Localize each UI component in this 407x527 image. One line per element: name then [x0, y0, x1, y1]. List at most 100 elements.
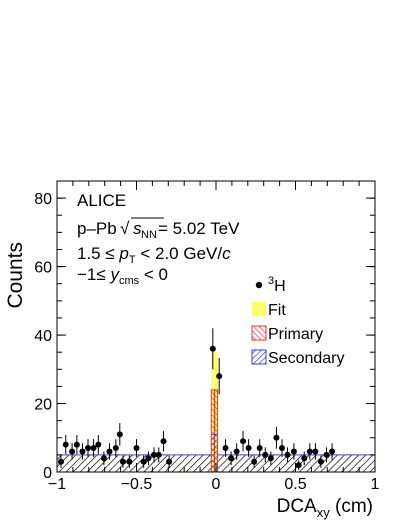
- data-point: [290, 448, 297, 455]
- data-point: [306, 448, 313, 455]
- legend-entry-secondary: Secondary: [251, 349, 345, 367]
- total-bar: [208, 454, 212, 472]
- system-energy-label: p–Pb √ s NN = 5.02 TeV: [77, 217, 240, 241]
- data-point: [100, 455, 107, 462]
- data-point: [69, 448, 76, 455]
- total-bar: [263, 454, 272, 472]
- total-bar: [80, 454, 89, 472]
- total-bar: [367, 454, 375, 472]
- total-bar: [128, 454, 137, 472]
- sqrt-symbol: √: [120, 219, 130, 238]
- total-bar: [200, 454, 209, 472]
- data-point: [166, 458, 173, 465]
- legend-entry-fit: Fit: [252, 302, 286, 319]
- data-point: [57, 458, 64, 465]
- data-point: [312, 448, 319, 455]
- rapidity-range-label: −1≤ ycms < 0: [77, 265, 168, 287]
- total-bar: [351, 454, 360, 472]
- x-tick-label: 0: [212, 476, 221, 493]
- svg-text:Secondary: Secondary: [268, 350, 345, 367]
- data-point: [329, 448, 336, 455]
- total-bar: [311, 454, 320, 472]
- data-point: [273, 434, 280, 441]
- total-bar: [176, 454, 185, 472]
- legend-secondary-swatch: [251, 349, 267, 365]
- legend-data-marker: [255, 281, 263, 289]
- data-point: [73, 441, 80, 448]
- y-tick-label: 20: [34, 397, 52, 414]
- data-point: [106, 448, 113, 455]
- data-point: [155, 451, 162, 458]
- data-point: [295, 462, 302, 469]
- total-bar: [303, 454, 312, 472]
- legend-fit-swatch: [252, 302, 266, 316]
- svg-text:3H: 3H: [268, 275, 286, 295]
- pt-range-label: 1.5 ≤ pT < 2.0 GeV/c: [77, 244, 231, 266]
- total-bar: [271, 454, 280, 472]
- total-bar: [239, 454, 248, 472]
- data-point: [251, 458, 258, 465]
- total-bar: [88, 454, 97, 472]
- data-point: [284, 451, 291, 458]
- data-point: [216, 373, 223, 380]
- data-point: [317, 458, 324, 465]
- svg-text:NN: NN: [141, 229, 157, 241]
- data-point: [160, 438, 167, 445]
- total-bar: [327, 454, 336, 472]
- experiment-label: ALICE: [77, 191, 126, 210]
- total-bar: [255, 454, 264, 472]
- svg-text:Primary: Primary: [268, 326, 323, 343]
- data-point: [233, 448, 240, 455]
- total-bar: [72, 454, 81, 472]
- data-point: [256, 445, 263, 452]
- x-axis-title: DCAxy (cm): [277, 496, 373, 520]
- legend-entry-data: 3H: [255, 275, 286, 295]
- total-bar: [152, 454, 161, 472]
- x-tick-label: 0.5: [284, 476, 306, 493]
- x-tick-label: 1: [371, 476, 380, 493]
- legend: 3H Fit Primary Secondary: [251, 275, 345, 367]
- legend-entry-primary: Primary: [251, 325, 323, 343]
- data-point: [228, 455, 235, 462]
- total-bar: [287, 454, 296, 472]
- total-bar: [112, 454, 121, 472]
- x-tick-label: −0.5: [121, 476, 153, 493]
- data-point: [209, 345, 216, 352]
- data-point: [126, 458, 133, 465]
- data-point: [133, 445, 140, 452]
- data-points: [57, 328, 336, 470]
- data-point: [278, 445, 285, 452]
- secondary-bar: [211, 434, 215, 472]
- data-point: [262, 451, 269, 458]
- total-bar: [279, 454, 288, 472]
- total-bar: [64, 454, 73, 472]
- svg-text:= 5.02 TeV: = 5.02 TeV: [158, 219, 240, 238]
- y-tick-label: 0: [43, 465, 52, 482]
- total-bar: [231, 454, 240, 472]
- legend-primary-swatch: [251, 325, 267, 341]
- total-bar: [220, 454, 224, 472]
- data-point: [62, 441, 69, 448]
- total-bar: [359, 454, 368, 472]
- data-point: [150, 451, 157, 458]
- total-bar: [192, 454, 201, 472]
- data-point: [323, 451, 330, 458]
- svg-text:s: s: [133, 219, 142, 238]
- total-bar: [96, 454, 105, 472]
- data-point: [245, 445, 252, 452]
- data-point: [79, 448, 86, 455]
- data-point: [116, 431, 123, 438]
- total-bar: [343, 454, 352, 472]
- data-point: [267, 455, 274, 462]
- total-bar: [223, 454, 232, 472]
- total-bar: [184, 454, 193, 472]
- data-point: [222, 445, 229, 452]
- svg-text:Fit: Fit: [268, 302, 286, 319]
- data-point: [85, 445, 92, 452]
- axes: −1 −0.5 0 0.5 1 0 20 40 60 80: [34, 180, 380, 493]
- total-bar: [136, 454, 145, 472]
- total-bar: [168, 454, 177, 472]
- total-bar: [217, 454, 221, 472]
- y-tick-label: 80: [34, 191, 52, 208]
- data-point: [240, 438, 247, 445]
